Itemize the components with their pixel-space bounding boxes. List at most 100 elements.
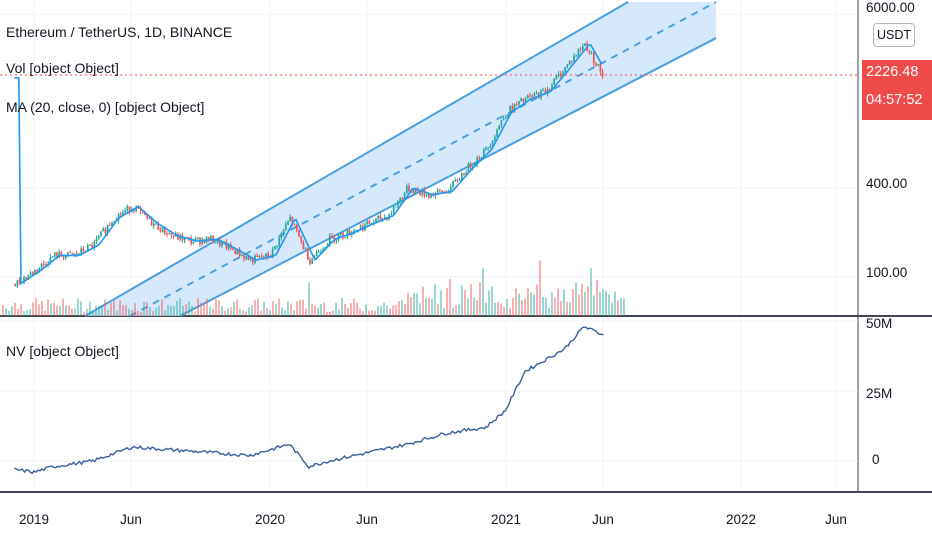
candle-body: [401, 198, 404, 200]
volume-bar: [545, 297, 547, 316]
volume-bar: [140, 311, 142, 316]
volume-bar: [254, 299, 256, 316]
volume-bar: [251, 305, 253, 316]
candle-body: [306, 248, 309, 260]
volume-bar: [380, 305, 382, 316]
volume-bar: [596, 280, 598, 316]
volume-bar: [326, 311, 328, 316]
candle-body: [379, 216, 382, 220]
candle-body: [524, 98, 527, 102]
candle-body: [515, 104, 518, 106]
candle-body: [38, 267, 41, 272]
candle-body: [427, 194, 430, 198]
candle-body: [399, 198, 402, 203]
candle-body: [304, 248, 307, 250]
volume-bar: [35, 298, 37, 316]
volume-bar: [422, 286, 424, 316]
candle-body: [135, 207, 138, 212]
volume-bar: [56, 305, 58, 316]
volume-bar: [527, 288, 529, 316]
volume-bar: [272, 300, 274, 316]
candle-body: [509, 106, 512, 115]
volume-bar: [488, 290, 490, 316]
candle-body: [245, 256, 248, 259]
candle-body: [344, 237, 347, 239]
volume-bar: [503, 306, 505, 316]
candle-body: [78, 253, 80, 255]
candle-body: [243, 254, 245, 259]
volume-bar: [2, 305, 4, 316]
candle-body: [493, 136, 496, 141]
volume-bar: [86, 308, 88, 316]
channel-upper-line: [84, 1, 629, 317]
candle-body: [430, 193, 432, 198]
candle-body: [133, 209, 135, 212]
candle-body: [522, 98, 525, 102]
time-tick: 2020: [254, 512, 286, 527]
time-tick: Jun: [120, 512, 142, 527]
candle-body: [502, 118, 505, 121]
candle-body: [82, 248, 85, 252]
candle-body: [403, 193, 406, 199]
volume-bar: [227, 308, 229, 316]
volume-bar: [83, 311, 85, 316]
volume-bar: [443, 308, 445, 316]
candle-body: [414, 189, 417, 194]
candle-body: [148, 217, 151, 219]
candle-body: [529, 95, 531, 97]
volume-bar: [287, 301, 289, 316]
time-tick: 2022: [725, 512, 757, 527]
candle-body: [29, 272, 32, 276]
candle-body: [350, 233, 353, 236]
volume-bar: [431, 298, 433, 316]
volume-bar: [203, 304, 205, 316]
candle-body: [581, 45, 584, 50]
volume-bar: [260, 310, 262, 316]
candle-body: [172, 235, 175, 237]
volume-bar: [293, 310, 295, 316]
volume-bar: [533, 294, 535, 316]
volume-bar: [263, 301, 265, 316]
volume-bar: [482, 267, 484, 316]
volume-bar: [305, 308, 307, 316]
volume-bar: [554, 297, 556, 316]
volume-bar: [161, 299, 163, 316]
candle-body: [513, 104, 516, 112]
volume-bar: [179, 298, 181, 316]
volume-bar: [5, 308, 7, 316]
candle-body: [100, 231, 102, 236]
candle-body: [62, 256, 65, 259]
volume-bar: [128, 308, 130, 316]
volume-bar: [146, 301, 148, 316]
candle-body: [124, 210, 127, 213]
candle-body: [601, 71, 604, 77]
candle-body: [542, 90, 545, 92]
candle-body: [289, 216, 292, 222]
volume-bar: [494, 302, 496, 316]
volume-bar: [110, 302, 112, 316]
candle-body: [333, 236, 336, 242]
volume-bar: [89, 301, 91, 316]
candle-body: [269, 257, 272, 259]
currency-button[interactable]: USDT: [873, 23, 915, 47]
volume-bar: [491, 286, 493, 316]
candle-body: [146, 215, 149, 219]
candle-body: [460, 173, 463, 180]
volume-bar: [14, 302, 16, 316]
candle-body: [126, 206, 129, 211]
volume-bar: [302, 299, 304, 316]
volume-bar: [143, 301, 145, 316]
candle-body: [368, 220, 371, 224]
volume-bar: [530, 292, 532, 316]
candle-body: [302, 241, 305, 249]
volume-bar: [113, 300, 115, 316]
candle-body: [498, 125, 501, 131]
volume-bar: [65, 305, 67, 316]
candle-body: [265, 253, 267, 258]
candle-body: [469, 163, 472, 168]
candle-body: [102, 228, 105, 232]
volume-bar: [611, 302, 613, 316]
candle-body: [251, 258, 254, 263]
candle-body: [397, 202, 399, 207]
